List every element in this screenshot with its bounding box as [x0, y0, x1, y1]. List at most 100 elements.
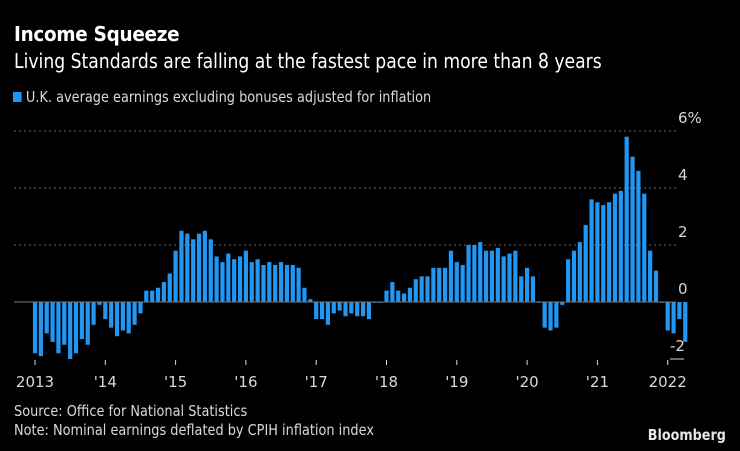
- bar: [237, 256, 243, 302]
- bar: [144, 290, 149, 302]
- bar: [501, 256, 506, 302]
- bar: [173, 250, 178, 302]
- bar: [302, 287, 307, 302]
- bar: [419, 276, 424, 302]
- bar: [653, 270, 659, 302]
- bar: [683, 302, 688, 342]
- bar: [114, 302, 120, 337]
- bar: [249, 262, 254, 302]
- gridlines: [14, 130, 676, 246]
- bar: [150, 290, 155, 302]
- methodology-note: Note: Nominal earnings deflated by CPIH …: [14, 421, 374, 439]
- x-tick-label: '14: [94, 373, 117, 391]
- y-tick-label: 6%: [678, 109, 702, 127]
- legend: U.K. average earnings excluding bonuses …: [13, 88, 431, 106]
- bar: [413, 279, 418, 302]
- bar: [571, 250, 577, 302]
- bar: [220, 262, 225, 302]
- bar: [407, 287, 413, 302]
- bar: [50, 302, 55, 342]
- bar: [677, 302, 682, 320]
- y-axis-labels: 6% 4 2 0 -2: [670, 109, 702, 360]
- bar: [642, 193, 647, 302]
- x-tick-label: '17: [305, 373, 328, 391]
- bar: [196, 233, 202, 302]
- bar: [273, 264, 278, 302]
- y-tick-label: 2: [678, 223, 688, 241]
- bar: [331, 302, 336, 314]
- bar: [337, 302, 342, 311]
- bar: [296, 267, 301, 302]
- y-tick-label: 0: [678, 280, 688, 298]
- bar: [390, 282, 395, 302]
- bar: [319, 302, 325, 320]
- x-tick-label: '16: [234, 373, 257, 391]
- bar: [278, 262, 284, 302]
- bar: [448, 250, 454, 302]
- bar: [155, 287, 161, 302]
- bar: [97, 302, 102, 305]
- bar: [401, 293, 407, 302]
- bar: [478, 242, 483, 302]
- bar: [472, 245, 477, 302]
- bar: [62, 302, 67, 345]
- legend-swatch: [13, 92, 22, 102]
- bar: [566, 259, 571, 302]
- bar: [314, 302, 319, 320]
- bar: [44, 302, 49, 334]
- bars: [32, 136, 688, 359]
- bar: [648, 250, 653, 302]
- bar: [267, 262, 272, 302]
- bar: [56, 302, 61, 354]
- bar: [284, 264, 290, 302]
- bar: [554, 302, 559, 328]
- bar: [226, 253, 231, 302]
- bar: [483, 250, 489, 302]
- x-tick-label: 2022: [649, 373, 687, 391]
- bar: [624, 136, 629, 302]
- bar: [138, 302, 143, 314]
- bar: [454, 262, 459, 302]
- bar: [325, 302, 331, 325]
- bar: [343, 302, 348, 317]
- chart-title: Income Squeeze: [14, 22, 180, 46]
- bar: [618, 190, 623, 302]
- bar: [396, 290, 401, 302]
- bar: [425, 276, 430, 302]
- bar: [79, 302, 84, 340]
- bar: [583, 225, 588, 302]
- bar: [290, 264, 295, 302]
- x-tick-label: '19: [445, 373, 468, 391]
- bar: [85, 302, 90, 345]
- bar: [255, 259, 260, 302]
- bar: [202, 230, 207, 302]
- bar: [442, 267, 448, 302]
- bar: [355, 302, 360, 317]
- bar: [489, 250, 495, 302]
- bar: [466, 245, 471, 302]
- bar: [349, 302, 354, 314]
- bar: [542, 302, 547, 328]
- bar: [636, 170, 641, 302]
- bar: [208, 239, 213, 302]
- x-tick-label: '20: [515, 373, 538, 391]
- bar: [530, 276, 536, 302]
- bloomberg-logo: Bloomberg: [647, 426, 726, 444]
- bar: [32, 302, 38, 354]
- bar: [308, 299, 313, 302]
- bar: [525, 267, 530, 302]
- bar: [560, 302, 565, 305]
- x-tick-label: 2013: [16, 373, 54, 391]
- bar: [73, 302, 79, 354]
- bar: [103, 302, 108, 320]
- chart-subtitle: Living Standards are falling at the fast…: [14, 49, 602, 73]
- legend-label: U.K. average earnings excluding bonuses …: [25, 88, 432, 106]
- bar: [360, 302, 366, 317]
- bar: [132, 302, 137, 325]
- bar: [68, 302, 73, 359]
- bar: [214, 256, 219, 302]
- x-tick-label: '15: [164, 373, 187, 391]
- bar: [167, 273, 172, 302]
- bar: [109, 302, 114, 328]
